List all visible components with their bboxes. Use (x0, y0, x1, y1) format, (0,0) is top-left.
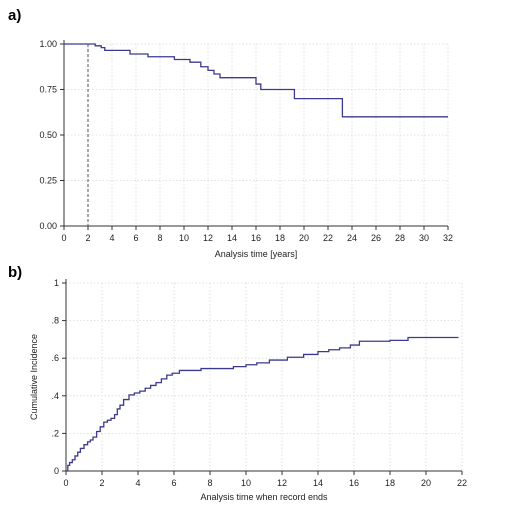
y-tick-label: 0.75 (39, 85, 57, 95)
x-tick-label: 12 (203, 233, 213, 243)
y-axis-title: Cumulative Incidence (29, 334, 39, 420)
x-axis-title: Analysis time when record ends (200, 492, 328, 502)
x-tick-label: 26 (371, 233, 381, 243)
x-tick-label: 4 (109, 233, 114, 243)
x-axis-title: Analysis time [years] (215, 249, 298, 259)
chart-panel-b: b) 0 2 4 6 8 10 12 14 16 18 20 22 0 .2 .4 .6 .8 1 Analysis… (8, 264, 467, 502)
x-tick-label: 16 (349, 478, 359, 488)
series-line-b (66, 336, 459, 472)
series-line-a (64, 43, 448, 118)
x-tick-label: 0 (61, 233, 66, 243)
x-tick-label: 14 (227, 233, 237, 243)
y-tick-label: 1.00 (39, 39, 57, 49)
x-tick-label: 18 (275, 233, 285, 243)
x-tick-label: 12 (277, 478, 287, 488)
chart-panel-a: a) 0 2 4 6 8 10 12 14 16 18 20 22 24 26 28 30 320.000.25… (8, 7, 453, 259)
x-tick-label: 16 (251, 233, 261, 243)
x-tick-label: 14 (313, 478, 323, 488)
panel-b-label: b) (8, 264, 22, 281)
x-tick-label: 32 (443, 233, 453, 243)
x-tick-label: 6 (171, 478, 176, 488)
x-tick-label: 20 (299, 233, 309, 243)
x-tick-label: 10 (241, 478, 251, 488)
x-tick-label: 8 (207, 478, 212, 488)
y-tick-label: 0.00 (39, 221, 57, 231)
x-tick-label: 30 (419, 233, 429, 243)
x-tick-label: 28 (395, 233, 405, 243)
panel-a-label: a) (8, 7, 21, 24)
y-tick-label: 0.25 (39, 176, 57, 186)
x-tick-label: 22 (457, 478, 467, 488)
x-tick-label: 20 (421, 478, 431, 488)
x-tick-label: 10 (179, 233, 189, 243)
x-tick-label: 0 (63, 478, 68, 488)
y-tick-label: .2 (51, 428, 59, 438)
y-tick-label: .6 (51, 353, 59, 363)
x-tick-label: 6 (133, 233, 138, 243)
y-tick-label: 0.50 (39, 130, 57, 140)
x-tick-label: 2 (99, 478, 104, 488)
y-tick-label: 1 (54, 278, 59, 288)
x-tick-label: 4 (135, 478, 140, 488)
x-tick-label: 8 (157, 233, 162, 243)
y-tick-label: .4 (51, 391, 59, 401)
x-tick-label: 2 (85, 233, 90, 243)
x-tick-label: 22 (323, 233, 333, 243)
y-tick-label: 0 (54, 466, 59, 476)
x-tick-label: 18 (385, 478, 395, 488)
x-tick-label: 24 (347, 233, 357, 243)
y-tick-label: .8 (51, 316, 59, 326)
